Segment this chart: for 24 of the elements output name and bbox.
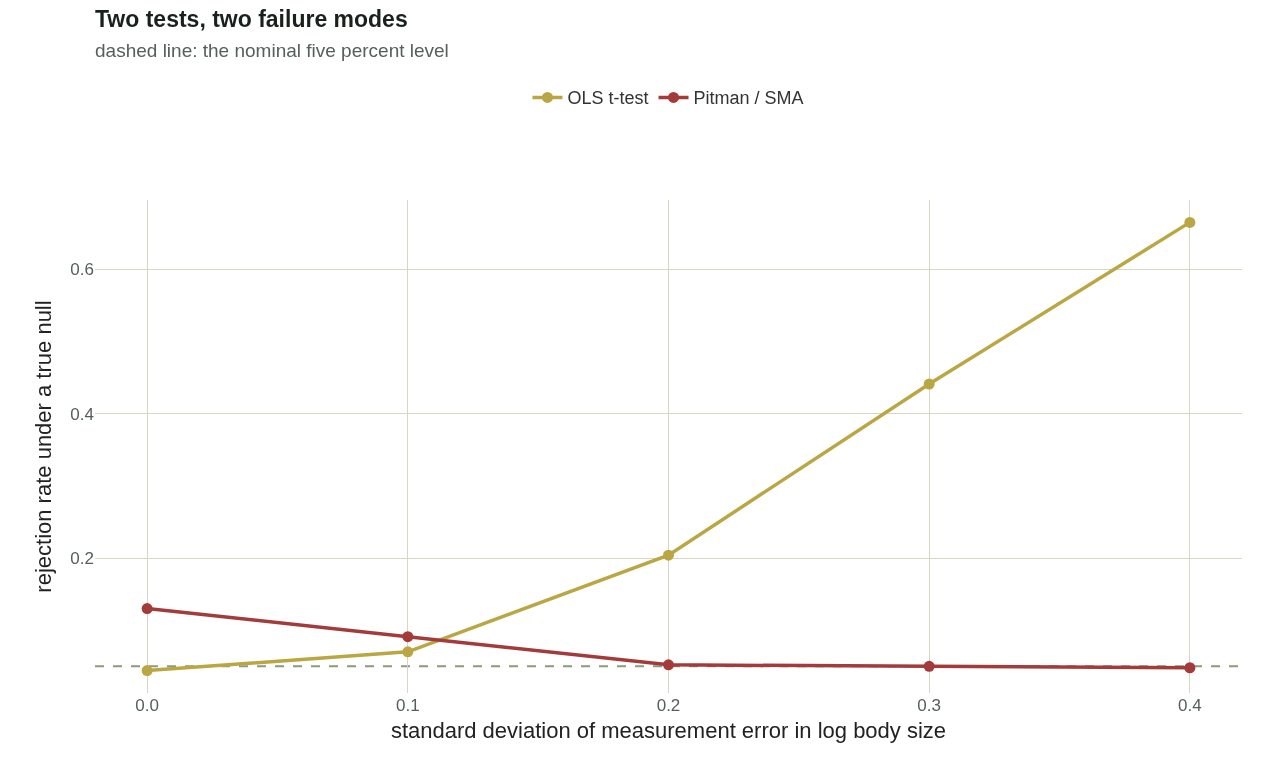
y-tick-label: 0.6 <box>70 260 94 280</box>
point <box>923 378 935 390</box>
x-tick-label: 0.3 <box>917 696 941 715</box>
y-tick-label: 0.4 <box>70 404 94 424</box>
chart-subtitle: dashed line: the nominal five percent level <box>95 39 449 61</box>
legend-label: Pitman / SMA <box>693 88 804 109</box>
point <box>923 660 935 672</box>
x-tick-label: 0.4 <box>1178 696 1202 715</box>
point <box>402 646 414 658</box>
x-tick-label: 0.0 <box>135 696 159 715</box>
point <box>1184 662 1196 674</box>
y-axis-title: rejection rate under a true null <box>31 300 57 593</box>
chart-title: Two tests, two failure modes <box>95 5 408 32</box>
point <box>141 665 153 677</box>
point <box>141 603 153 615</box>
x-axis-title: standard deviation of measurement error in log body size <box>390 717 947 743</box>
point <box>663 549 674 561</box>
legend-label: OLS t-test <box>567 88 649 109</box>
point <box>402 631 414 643</box>
y-tick-label: 0.2 <box>70 548 94 568</box>
x-tick-label: 0.2 <box>656 696 681 715</box>
x-tick-label: 0.1 <box>396 696 420 715</box>
point <box>663 659 674 671</box>
point <box>1184 216 1196 228</box>
